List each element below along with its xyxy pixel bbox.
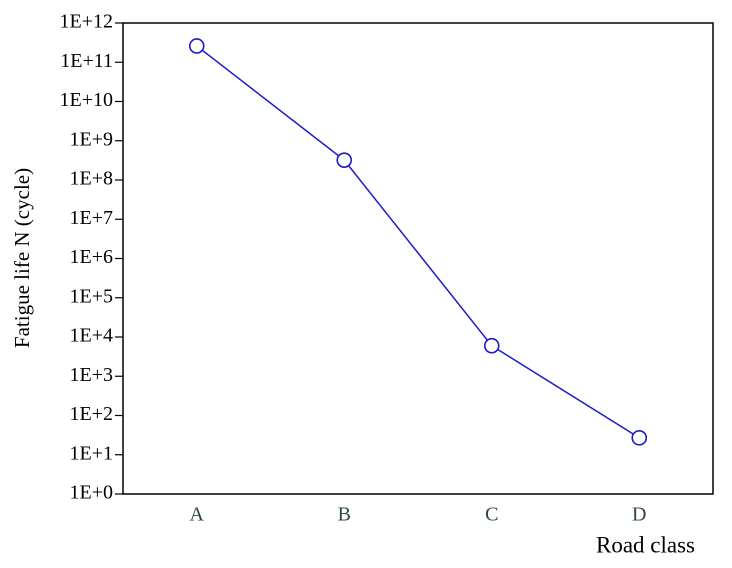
x-axis-label: Road class: [596, 532, 695, 557]
x-tick-label: A: [190, 504, 205, 526]
y-axis-label: Fatigue life N (cycle): [10, 168, 34, 348]
x-tick-label: C: [485, 504, 498, 526]
data-point: [483, 337, 500, 354]
y-tick-label: 1E+12: [60, 11, 114, 33]
y-tick-label: 1E+1: [70, 442, 114, 464]
y-tick-label: 1E+5: [70, 285, 114, 307]
y-tick-label: 1E+6: [70, 246, 114, 268]
data-point: [188, 38, 205, 54]
data-point: [631, 430, 648, 446]
y-tick-label: 1E+7: [70, 207, 114, 229]
y-tick-label: 1E+0: [70, 482, 114, 504]
y-tick-label: 1E+8: [70, 168, 114, 190]
y-tick-label: 1E+2: [70, 403, 114, 425]
y-tick-label: 1E+3: [70, 364, 114, 386]
plot-frame: [122, 22, 714, 495]
y-tick-label: 1E+9: [70, 128, 114, 150]
y-tick-label: 1E+10: [60, 89, 114, 111]
data-point: [336, 152, 353, 168]
y-tick-label: 1E+4: [70, 325, 114, 347]
x-tick-label: B: [338, 504, 351, 526]
x-tick-label: D: [632, 504, 646, 526]
data-line: [196, 45, 640, 439]
y-tick-label: 1E+11: [60, 50, 113, 72]
